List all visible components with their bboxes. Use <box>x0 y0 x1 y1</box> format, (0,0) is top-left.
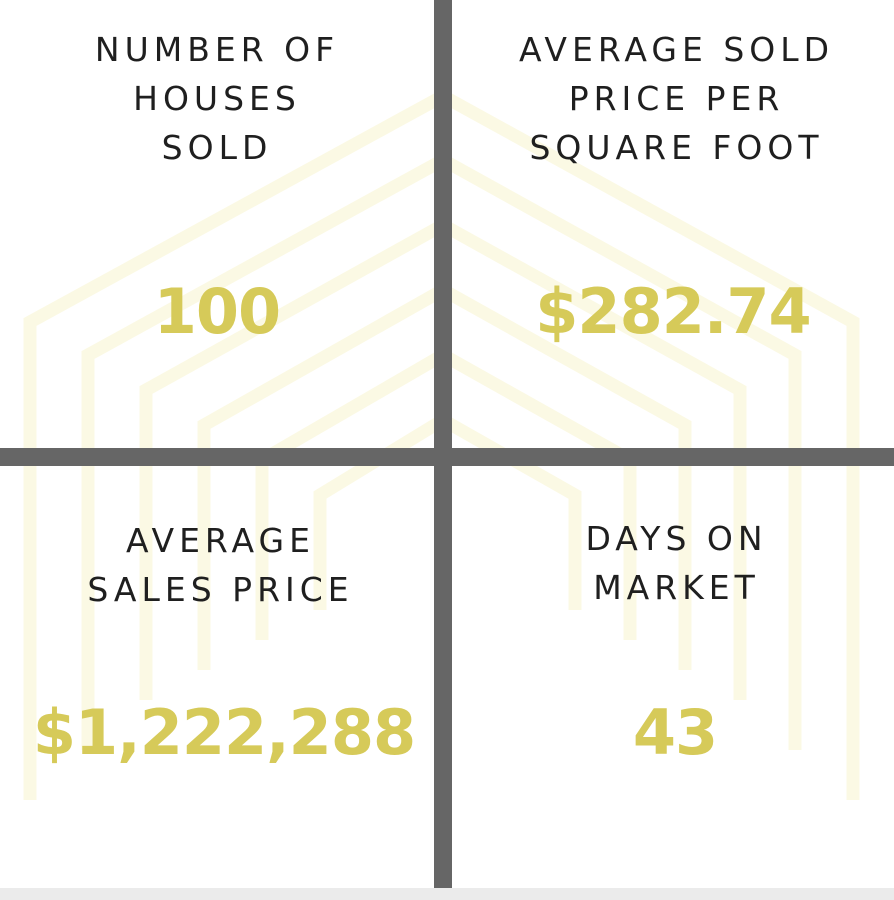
stat-value: $1,222,288 <box>32 696 416 769</box>
stat-label: AVERAGE SOLD PRICE PER SQUARE FOOT <box>518 30 835 167</box>
stat-value: 43 <box>632 696 718 769</box>
vertical-divider <box>434 0 452 888</box>
stat-label: NUMBER OF HOUSES SOLD <box>94 30 340 167</box>
stat-label: AVERAGE SALES PRICE <box>87 521 354 609</box>
stat-value: $282.74 <box>535 275 811 348</box>
stat-label: DAYS ON MARKET <box>585 519 768 607</box>
horizontal-divider <box>0 448 894 466</box>
stat-value: 100 <box>153 275 281 348</box>
